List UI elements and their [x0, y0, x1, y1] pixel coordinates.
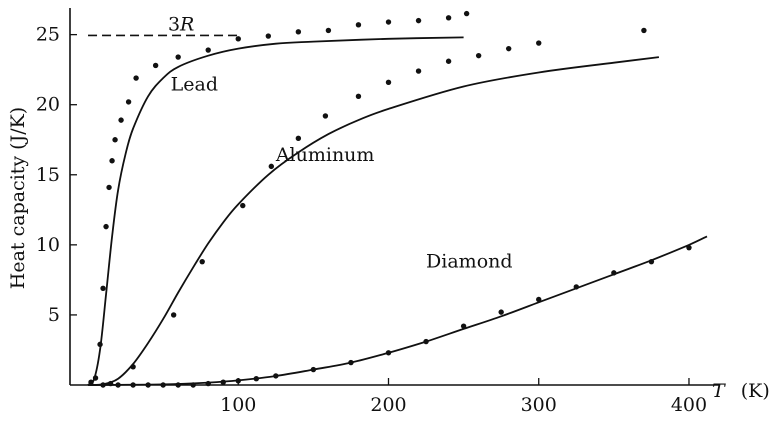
data-point-lead — [152, 62, 159, 69]
y-axis-title: Heat capacity (J/K) — [7, 107, 29, 289]
data-point-lead — [265, 33, 272, 39]
data-point-diamond — [423, 338, 429, 345]
data-point-diamond — [310, 366, 317, 373]
data-point-lead — [385, 19, 392, 25]
x-axis-title-unit: (K) — [741, 380, 770, 402]
data-point-aluminum — [445, 58, 452, 64]
data-point-lead — [295, 29, 302, 35]
data-point-diamond — [536, 296, 542, 303]
data-point-diamond — [190, 382, 196, 388]
data-point-aluminum — [295, 135, 302, 142]
data-point-aluminum — [355, 93, 362, 99]
data-point-diamond — [220, 379, 226, 385]
x-axis-title: T (K) — [712, 380, 770, 402]
data-point-lead — [175, 54, 181, 60]
data-point-lead — [463, 10, 470, 17]
data-point-aluminum — [240, 202, 246, 209]
data-point-aluminum — [107, 380, 114, 387]
x-tick-label: 200 — [370, 394, 406, 416]
data-point-lead — [88, 379, 94, 385]
y-tick-label: 10 — [36, 234, 60, 256]
data-point-lead — [97, 341, 103, 348]
data-point-aluminum — [130, 364, 136, 370]
y-tick-label: 5 — [48, 304, 60, 326]
x-axis-title-symbol: T — [712, 380, 726, 402]
data-point-aluminum — [641, 27, 647, 34]
data-point-diamond — [205, 380, 211, 387]
data-point-diamond — [686, 244, 692, 251]
data-point-diamond — [100, 382, 106, 388]
y-tick-label: 20 — [36, 94, 60, 116]
data-point-lead — [103, 223, 109, 230]
curve-lead — [87, 36, 464, 386]
data-point-diamond — [348, 359, 354, 366]
data-point-aluminum — [170, 312, 177, 318]
curve-diamond — [87, 235, 708, 386]
x-tick-label: 100 — [220, 394, 256, 416]
data-point-diamond — [385, 350, 392, 356]
data-point-diamond — [115, 382, 121, 388]
data-point-lead — [325, 27, 332, 34]
series-label-diamond: Diamond — [426, 250, 513, 272]
data-point-lead — [415, 17, 422, 24]
y-tick-label: 15 — [36, 164, 60, 186]
data-point-lead — [92, 375, 99, 381]
data-point-aluminum — [536, 40, 542, 46]
data-point-aluminum — [415, 68, 422, 74]
data-point-aluminum — [322, 113, 329, 119]
data-point-diamond — [235, 378, 241, 384]
data-points — [88, 10, 692, 388]
x-tick-label: 400 — [671, 394, 707, 416]
data-point-diamond — [145, 382, 151, 388]
axes — [69, 8, 720, 386]
data-point-lead — [205, 47, 211, 53]
data-point-diamond — [611, 270, 617, 276]
series-label-lead: Lead — [171, 74, 218, 96]
data-point-lead — [100, 285, 106, 291]
data-point-diamond — [648, 258, 655, 265]
data-point-aluminum — [268, 163, 275, 170]
data-point-diamond — [573, 284, 579, 290]
data-point-lead — [133, 75, 139, 81]
data-point-aluminum — [385, 79, 392, 85]
series-label-aluminum: Aluminum — [275, 144, 375, 166]
data-point-lead — [109, 158, 115, 164]
data-point-aluminum — [505, 45, 512, 52]
data-point-lead — [235, 36, 241, 42]
reference-line-group: 3R — [88, 13, 239, 37]
y-tick-label: 25 — [36, 24, 60, 46]
data-point-lead — [118, 117, 124, 123]
data-point-lead — [125, 99, 132, 105]
data-point-aluminum — [199, 258, 205, 265]
data-point-diamond — [253, 375, 259, 382]
reference-line-label-symbol: R — [179, 13, 194, 35]
data-point-lead — [355, 22, 362, 28]
data-point-diamond — [160, 382, 166, 388]
data-point-diamond — [273, 373, 279, 379]
ticks: 100 200 300 400 5 10 15 20 25 — [36, 24, 707, 416]
data-point-aluminum — [475, 52, 482, 59]
series-labels: Lead Aluminum Diamond — [171, 74, 513, 273]
reference-line-label-number: 3 — [168, 13, 180, 35]
data-point-lead — [445, 15, 452, 21]
data-point-diamond — [130, 382, 136, 388]
data-point-lead — [112, 137, 118, 143]
data-point-diamond — [175, 382, 181, 388]
x-tick-label: 300 — [521, 394, 557, 416]
data-point-lead — [106, 184, 112, 191]
data-point-diamond — [460, 323, 467, 329]
reference-line-label: 3R — [168, 13, 194, 35]
data-point-diamond — [498, 309, 504, 315]
curve-aluminum — [87, 56, 660, 386]
